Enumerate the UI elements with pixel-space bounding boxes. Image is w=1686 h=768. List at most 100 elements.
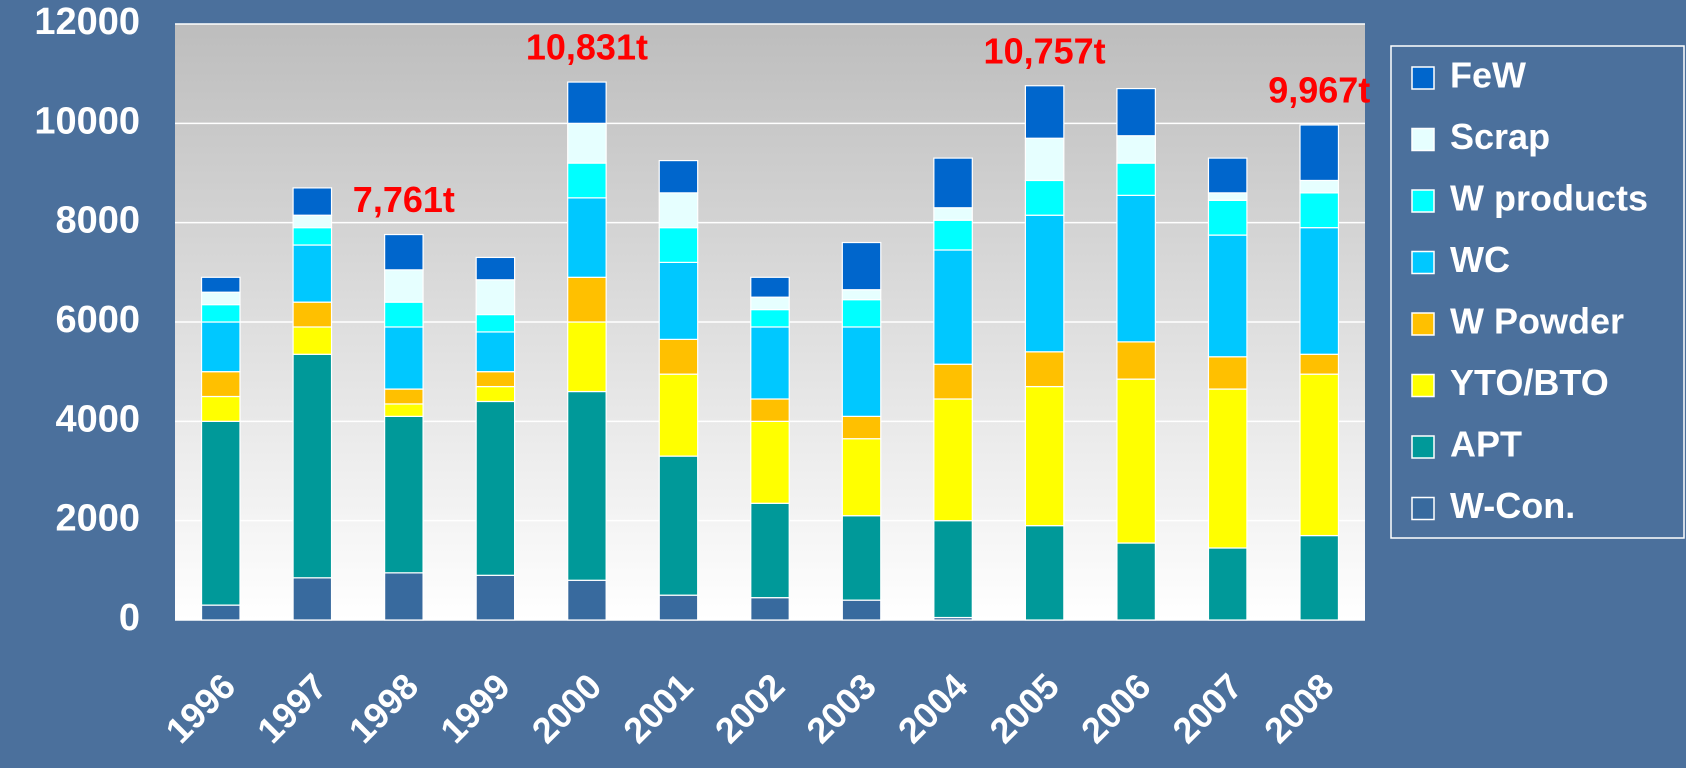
bar-segment (658, 261, 699, 340)
bar-segment (1116, 87, 1156, 137)
bar-segment (841, 299, 882, 328)
bar-segment (1207, 234, 1248, 358)
bar-segment (200, 604, 241, 621)
bar-segment (200, 291, 241, 306)
legend-label: W products (1450, 178, 1648, 219)
bar-segment (292, 187, 333, 216)
annotation: 9,967t (1268, 69, 1370, 110)
bar-segment (1116, 162, 1156, 196)
bar-segment (841, 241, 882, 291)
bar-segment (292, 301, 333, 328)
legend-label: W Powder (1450, 301, 1624, 342)
bar-segment (933, 219, 973, 251)
bar-segment (200, 420, 241, 606)
legend-label: WC (1450, 239, 1510, 280)
y-tick-label: 2000 (55, 498, 140, 540)
y-tick-label: 8000 (55, 200, 140, 242)
legend-box (1390, 45, 1685, 539)
annotation: 7,761t (353, 179, 455, 220)
legend-swatch (1411, 373, 1435, 398)
bar-segment (475, 279, 516, 316)
bar-segment (567, 390, 607, 581)
x-tick-label: 2008 (1256, 665, 1342, 751)
bar-segment (658, 455, 699, 596)
legend-label: YTO/BTO (1450, 362, 1609, 403)
bar-segment (750, 420, 790, 504)
bar-segment (750, 398, 790, 422)
x-tick-label: 1997 (249, 665, 335, 751)
bar-segment (292, 353, 333, 579)
bar-segment (384, 388, 424, 405)
bar-segment (1116, 341, 1156, 380)
bar-segment (1207, 547, 1248, 621)
bar-segment (750, 597, 790, 621)
bar-segment (933, 520, 973, 619)
bar-segment (1116, 194, 1156, 343)
legend-swatch (1411, 496, 1435, 521)
bar-segment (384, 572, 424, 621)
x-tick-label: 2005 (981, 665, 1067, 751)
x-tick-label: 2003 (798, 665, 884, 751)
bar-segment (933, 207, 973, 221)
bar-segment (1299, 373, 1340, 537)
x-tick-label: 2004 (890, 665, 976, 751)
bar-segment (384, 403, 424, 417)
x-tick-label: 1996 (158, 665, 244, 751)
y-tick-label: 0 (119, 597, 140, 639)
bar-segment (1024, 137, 1065, 182)
annotation: 10,757t (984, 30, 1106, 71)
bar-segment (292, 244, 333, 303)
bar-segment (1299, 353, 1340, 375)
bar-segment (658, 373, 699, 457)
bar-segment (567, 197, 607, 278)
bar-segment (841, 415, 882, 440)
bar-segment (567, 276, 607, 323)
bar-segment (750, 502, 790, 599)
bar-segment (567, 122, 607, 164)
bar-segment (1207, 356, 1248, 390)
bar-segment (292, 227, 333, 246)
bar-segment (750, 308, 790, 328)
bar-segment (292, 326, 333, 355)
bar-segment (567, 81, 607, 124)
bar-segment (292, 577, 333, 621)
x-tick-label: 2001 (615, 665, 701, 751)
legend-swatch (1411, 250, 1435, 275)
bar-segment (1024, 385, 1065, 527)
bar-segment (475, 400, 516, 576)
bar-segment (1116, 135, 1156, 164)
bar-segment (658, 159, 699, 194)
bar-segment (933, 398, 973, 522)
bar-segment (475, 331, 516, 373)
x-tick-label: 1998 (341, 665, 427, 751)
y-tick-label: 10000 (34, 100, 140, 142)
bar-segment (200, 321, 241, 373)
bar-segment (567, 321, 607, 393)
bar-segment (1207, 192, 1248, 201)
bar-segment (200, 371, 241, 398)
x-tick-label: 2007 (1164, 665, 1250, 751)
bar-segment (1299, 179, 1340, 194)
legend-swatch (1411, 312, 1435, 336)
bar-segment (750, 326, 790, 400)
legend-label: APT (1450, 424, 1522, 465)
bar-segment (475, 256, 516, 281)
bar-segment (1024, 351, 1065, 388)
bar-segment (1116, 378, 1156, 544)
bar-segment (384, 269, 424, 303)
bar-segment (475, 371, 516, 388)
bar-segment (1024, 214, 1065, 353)
x-tick-label: 1999 (432, 665, 518, 751)
bar-segment (200, 304, 241, 323)
bar-segment (841, 289, 882, 301)
bar-segment (1299, 534, 1340, 621)
x-tick-label: 2006 (1073, 665, 1159, 751)
bar-segment (475, 574, 516, 621)
bar-segment (658, 227, 699, 263)
bar-segment (567, 162, 607, 199)
bar-segment (658, 594, 699, 621)
y-tick-label: 12000 (34, 1, 140, 43)
bar-segment (1207, 388, 1248, 549)
bar-segment (1207, 157, 1248, 194)
